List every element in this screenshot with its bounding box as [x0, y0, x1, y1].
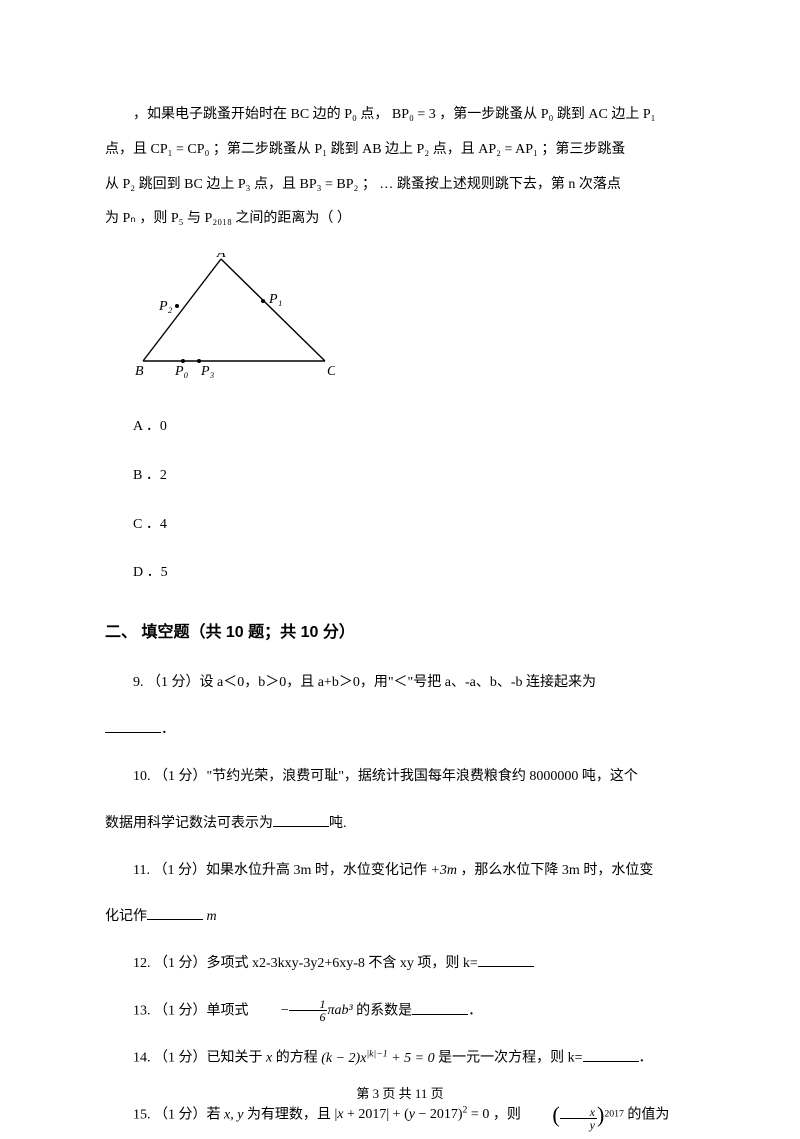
option-a: A ．0: [105, 412, 695, 443]
question-11: 11. （1 分）如果水位升高 3m 时，水位变化记作 +3m ，那么水位下降 …: [105, 856, 695, 887]
page-footer: 第 3 页 共 11 页: [0, 1083, 800, 1102]
text: 点，: [360, 107, 392, 122]
triangle-svg: A B C P₀ P₃ P₁ P₂: [135, 253, 335, 381]
text: 的方程: [276, 1051, 322, 1066]
svg-text:B: B: [135, 364, 144, 379]
text: ；第三步跳蚤: [541, 142, 625, 157]
text: ．: [639, 1051, 653, 1066]
text: ．: [161, 722, 175, 737]
text: 跳到 AC 边上: [557, 107, 643, 122]
question-10: 10. （1 分）"节约光荣，浪费可耻"，据统计我国每年浪费粮食约 800000…: [105, 762, 695, 793]
option-c: C ．4: [105, 510, 695, 541]
svg-text:P₂: P₂: [158, 299, 173, 314]
frac-rest: πab³: [327, 1003, 352, 1018]
text: ； … 跳蚤按上述规则跳下去，第 n 次落点: [362, 177, 621, 192]
math-fraction: −16πab³: [252, 996, 353, 1027]
text: 跳回到 BC 边上: [139, 177, 238, 192]
option-d: D ．5: [105, 558, 695, 589]
text: 跳到 AB 边上: [331, 142, 417, 157]
svg-text:P₁: P₁: [268, 292, 282, 307]
math-p3: P₃: [238, 177, 251, 192]
frac-den: y: [560, 1119, 597, 1131]
math-p0: P₀: [344, 107, 357, 122]
math-p2: P₂: [417, 142, 430, 157]
text: 吨.: [329, 816, 347, 831]
svg-text:A: A: [216, 253, 226, 261]
math-expr: (k − 2)x|k|−1 + 5 = 0: [321, 1051, 434, 1066]
text: 是一元一次方程，则 k=: [438, 1051, 582, 1066]
triangle-figure: A B C P₀ P₃ P₁ P₂: [105, 253, 695, 394]
text: 12. （1 分）多项式 x2-3kxy-3y2+6xy-8 不含 xy 项，则…: [133, 956, 478, 971]
math-x: x: [266, 1051, 272, 1066]
question-9-line2: ．: [105, 715, 695, 746]
question-14: 14. （1 分）已知关于 x 的方程 (k − 2)x|k|−1 + 5 = …: [105, 1043, 695, 1074]
text: ，则: [493, 1107, 525, 1122]
exponent: 2017: [604, 1108, 624, 1119]
math-p2: P₂: [123, 177, 136, 192]
page-content: ，如果电子跳蚤开始时在 BC 边的 P₀ 点， BP₀ = 3 ，第一步跳蚤从 …: [105, 100, 695, 1139]
text: 11. （1 分）如果水位升高 3m 时，水位变化记作: [133, 863, 430, 878]
text: 点，且: [254, 177, 300, 192]
intro-line-2: 点，且 CP₁ = CP₀ ；第二步跳蚤从 P₁ 跳到 AB 边上 P₂ 点，且…: [105, 135, 695, 166]
blank: [105, 719, 161, 733]
intro-line-3: 从 P₂ 跳回到 BC 边上 P₃ 点，且 BP₃ = BP₂ ； … 跳蚤按上…: [105, 170, 695, 201]
text: 点，且: [433, 142, 479, 157]
svg-text:C: C: [327, 364, 335, 379]
math-bp3: BP₃ = BP₂: [300, 177, 359, 192]
text: 为: [105, 211, 123, 226]
math-pn: Pₙ: [123, 211, 136, 226]
blank: [583, 1048, 639, 1062]
math-bp0: BP₀ = 3: [392, 107, 436, 122]
text: 15. （1 分）若: [133, 1107, 224, 1122]
text: 的系数是: [356, 1004, 412, 1019]
math-p2018: P₂₀₁₈: [205, 211, 232, 226]
svg-text:P₃: P₃: [200, 364, 215, 379]
blank: [412, 1001, 468, 1015]
question-11-line2: 化记作 m: [105, 902, 695, 933]
text: 14. （1 分）已知关于: [133, 1051, 266, 1066]
text: ．: [468, 1004, 482, 1019]
text: 10. （1 分）"节约光荣，浪费可耻"，据统计我国每年浪费粮食约 800000…: [133, 769, 638, 784]
blank: [147, 906, 203, 920]
text: 从: [105, 177, 123, 192]
text: 数据用科学记数法可表示为: [105, 816, 273, 831]
text: 为有理数，且: [247, 1107, 335, 1122]
svg-text:P₀: P₀: [174, 364, 189, 379]
text: ，如果电子跳蚤开始时在 BC 边的: [133, 107, 344, 122]
math-p1: P₁: [314, 142, 327, 157]
math-expr: +3m: [430, 863, 457, 878]
option-b: B ．2: [105, 461, 695, 492]
math-p1: P₁: [643, 107, 656, 122]
intro-line-1: ，如果电子跳蚤开始时在 BC 边的 P₀ 点， BP₀ = 3 ，第一步跳蚤从 …: [105, 100, 695, 131]
question-10-line2: 数据用科学记数法可表示为 吨.: [105, 809, 695, 840]
text: 13. （1 分）单项式: [133, 1004, 252, 1019]
blank: [478, 953, 534, 967]
text: 的值为: [627, 1107, 669, 1122]
question-9: 9. （1 分）设 a＜0，b＞0，且 a+b＞0，用"＜"号把 a、‐a、b、…: [105, 668, 695, 699]
math-p0: P₀: [541, 107, 554, 122]
math-xy: x, y: [224, 1107, 243, 1122]
text: ，则: [139, 211, 171, 226]
text: ；第二步跳蚤从: [213, 142, 315, 157]
section-2-heading: 二、 填空题（共 10 题；共 10 分）: [105, 615, 695, 650]
text: 9. （1 分）设 a＜0，b＞0，且 a+b＞0，用"＜"号把 a、‐a、b、…: [133, 675, 596, 690]
math-expr: |x + 2017| + (y − 2017)2 = 0: [334, 1107, 489, 1122]
text: 化记作: [105, 909, 147, 924]
frac-den: 6: [289, 1011, 327, 1023]
blank: [273, 813, 329, 827]
math-p5: P₅: [171, 211, 184, 226]
text: ，那么水位下降 3m 时，水位变: [460, 863, 653, 878]
question-12: 12. （1 分）多项式 x2-3kxy-3y2+6xy-8 不含 xy 项，则…: [105, 949, 695, 980]
text: 之间的距离为（ ）: [235, 211, 351, 226]
unit-m: m: [207, 909, 217, 924]
intro-line-4: 为 Pₙ ，则 P₅ 与 P₂₀₁₈ 之间的距离为（ ）: [105, 204, 695, 235]
text: 与: [187, 211, 205, 226]
math-cp1: CP₁ = CP₀: [151, 142, 210, 157]
question-13: 13. （1 分）单项式 −16πab³ 的系数是 ．: [105, 996, 695, 1027]
math-ap2: AP₂ = AP₁: [478, 142, 538, 157]
text: 点，且: [105, 142, 151, 157]
text: ，第一步跳蚤从: [439, 107, 541, 122]
